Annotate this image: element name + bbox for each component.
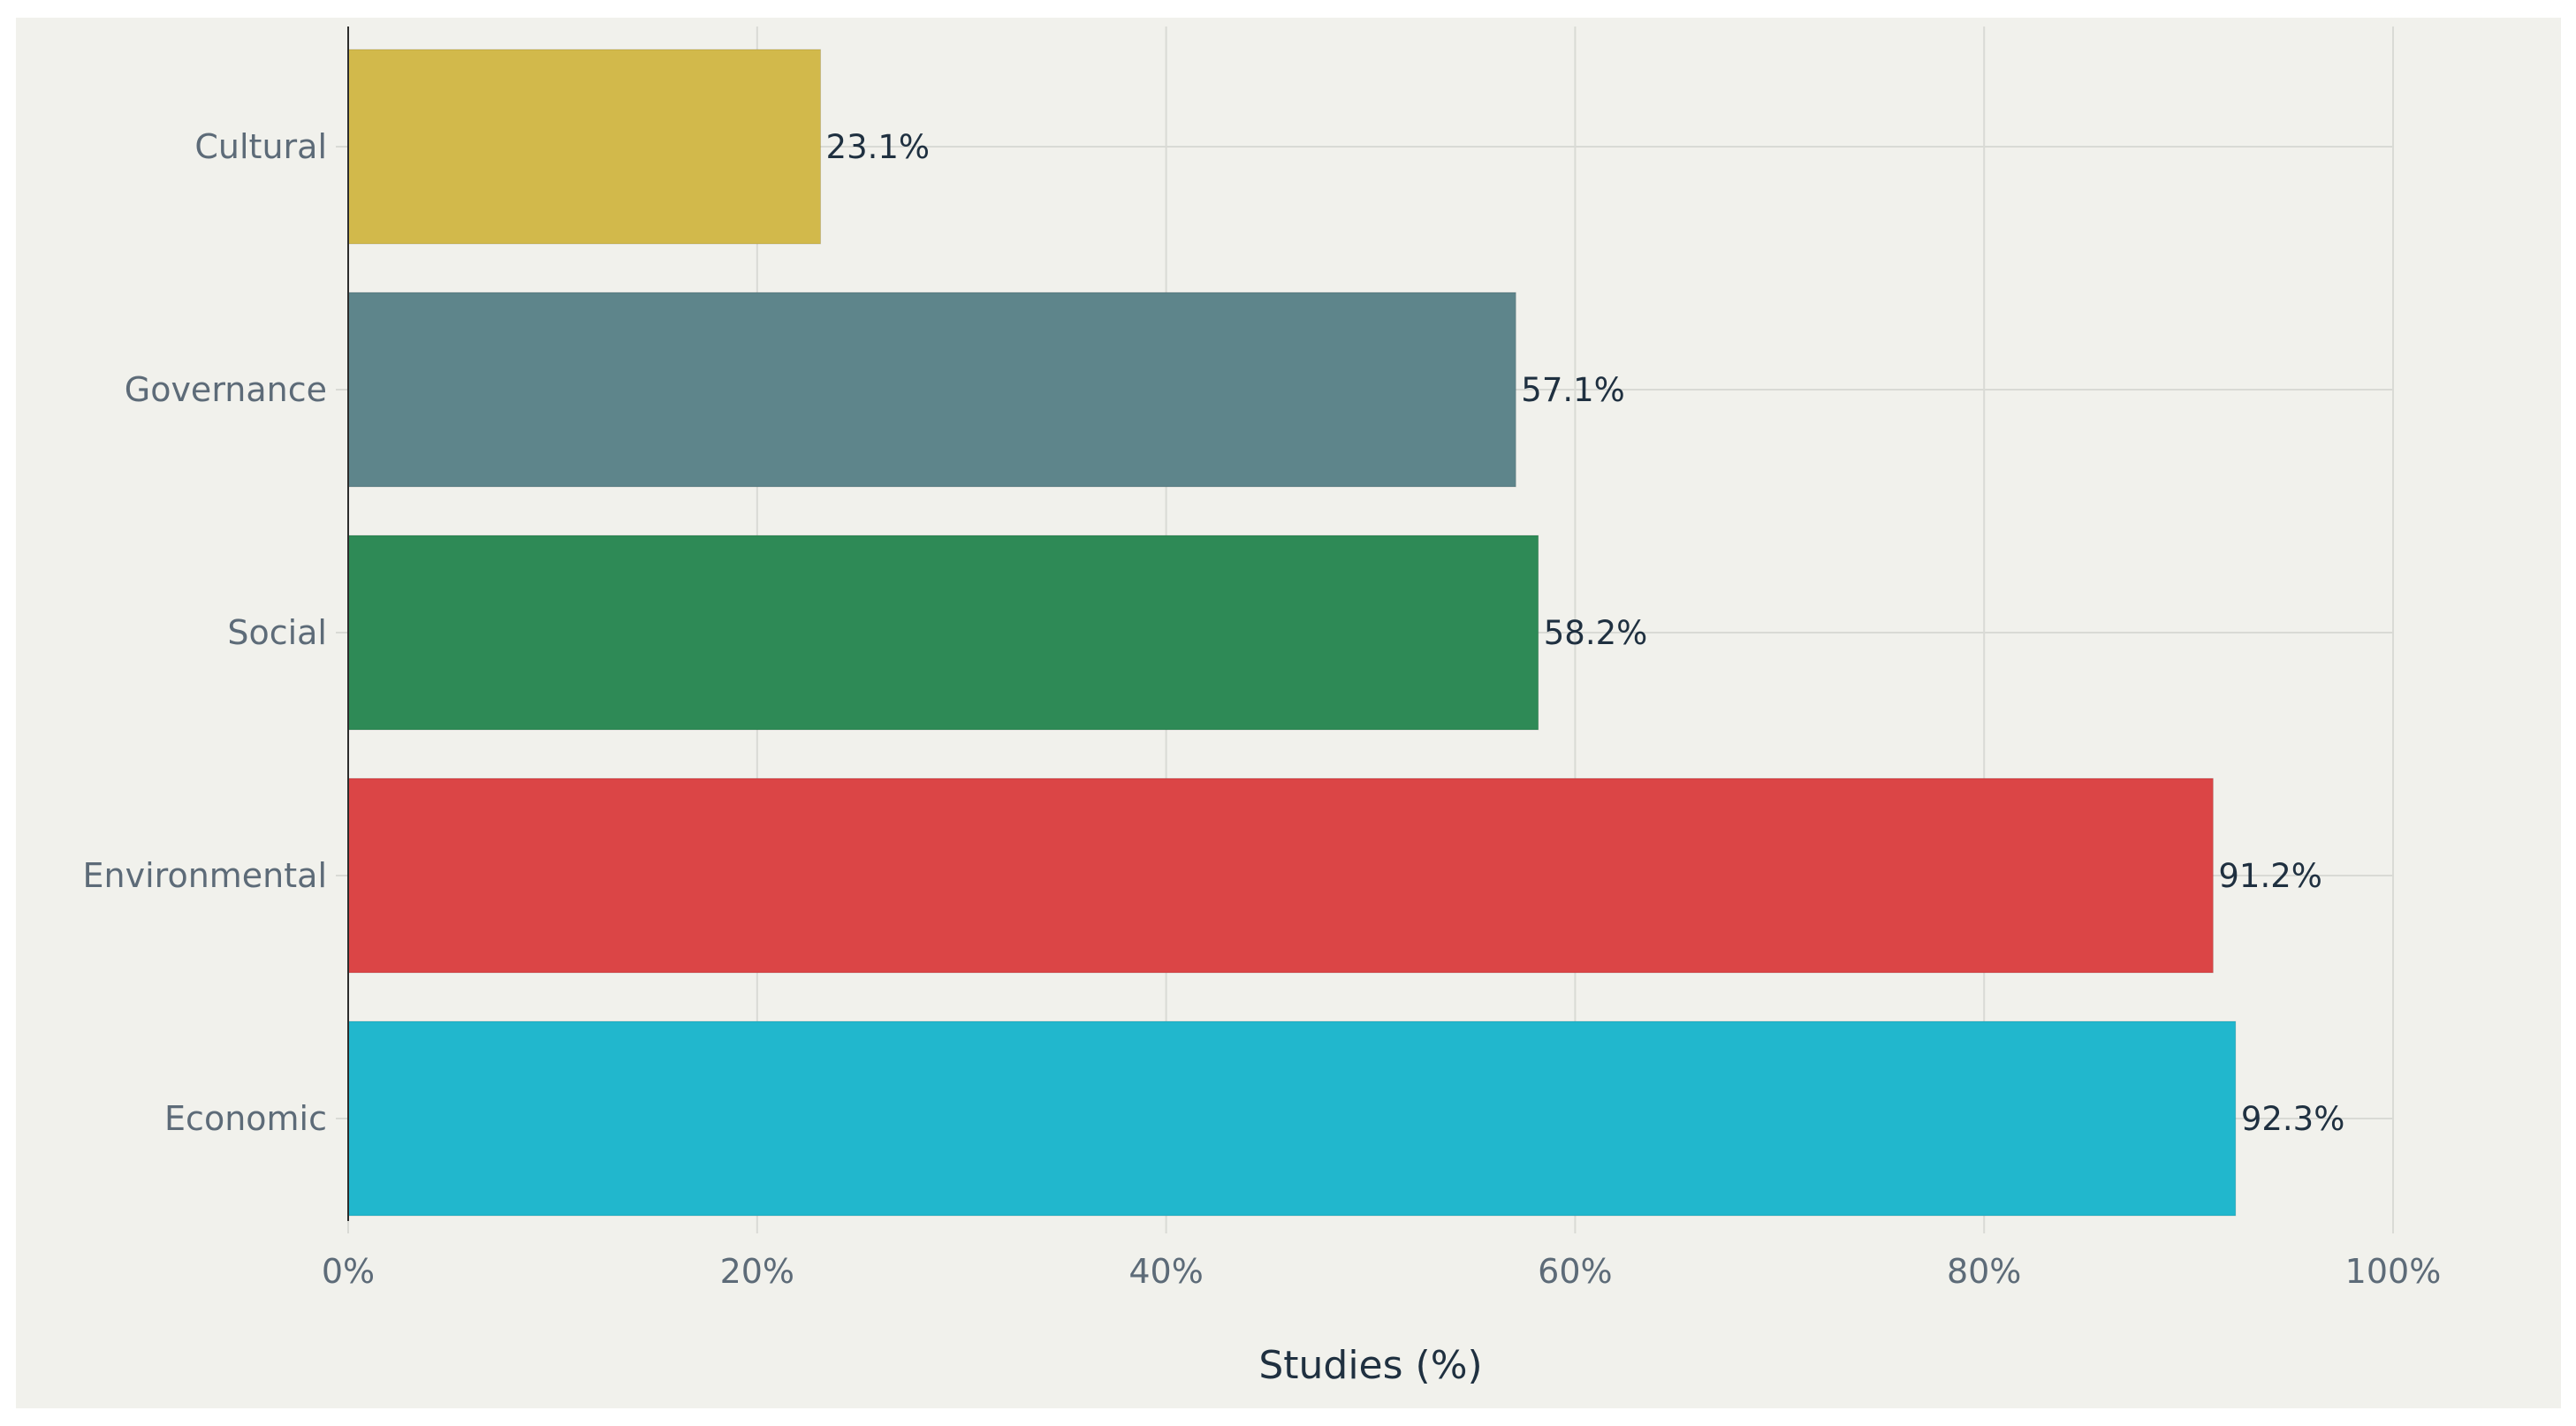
x-tick-label: 0% [322,1252,375,1291]
x-axis-ticks: 0% 20% 40% 60% 80% 100% [322,1252,2441,1291]
category-label: Social [227,613,327,652]
x-tick-label: 80% [1947,1252,2021,1291]
data-label: 58.2% [1544,614,1648,652]
y-axis-categories: Cultural Governance Social Environmental Eco… [83,127,327,1138]
bar-governance [347,292,1516,488]
data-labels: 23.1% 57.1% 58.2% 91.2% 92.3% [826,128,2345,1138]
x-tick-label: 20% [720,1252,794,1291]
x-tick-label: 60% [1538,1252,1612,1291]
bar-economic [347,1020,2237,1217]
data-label: 92.3% [2241,1100,2345,1138]
category-label: Governance [125,370,327,409]
category-label: Environmental [83,856,327,895]
bar-environmental [347,777,2214,974]
data-label: 57.1% [1521,371,1625,409]
x-axis-title: Studies (%) [1258,1343,1482,1388]
x-tick-label: 100% [2345,1252,2442,1291]
bar-cultural [347,49,822,245]
category-label: Economic [164,1099,327,1138]
data-label: 23.1% [826,128,931,166]
category-label: Cultural [194,127,327,166]
x-tick-label: 40% [1128,1252,1203,1291]
bar-social [347,535,1539,731]
data-label: 91.2% [2218,857,2322,895]
bars [347,49,2237,1217]
